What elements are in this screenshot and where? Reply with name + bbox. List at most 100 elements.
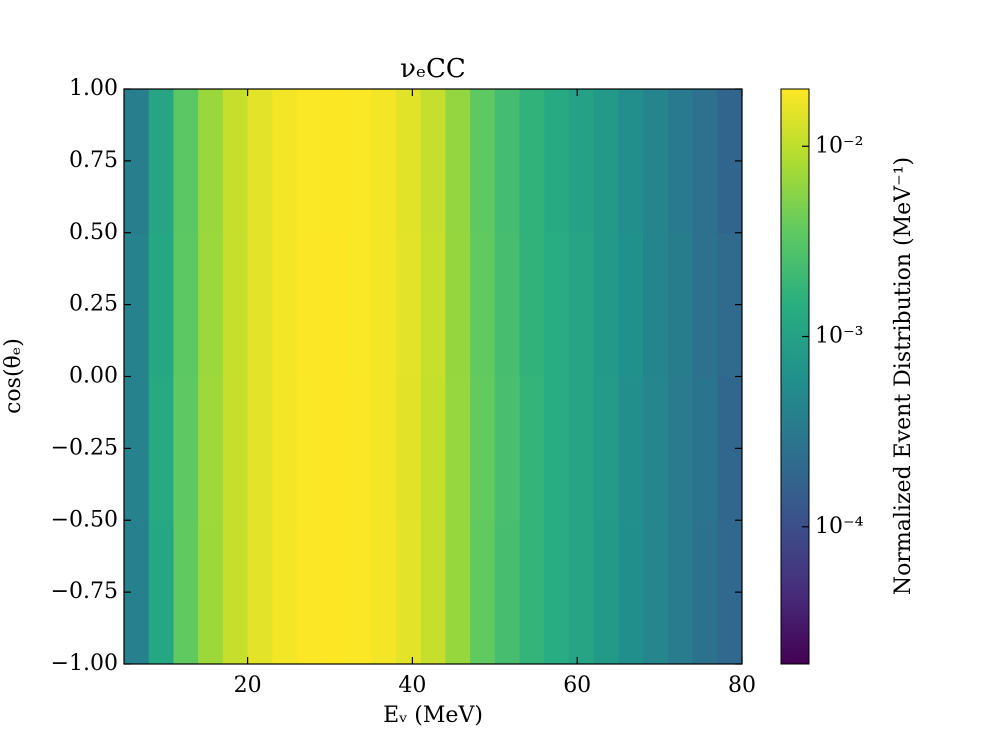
- heatmap-cell: [371, 520, 397, 665]
- heatmap-cell: [445, 520, 471, 665]
- chart-title: νₑCC: [400, 54, 466, 84]
- heatmap-cell: [346, 520, 372, 665]
- heatmap-cell: [494, 89, 521, 234]
- heatmap-cell: [692, 89, 718, 234]
- heatmap-cell: [272, 232, 298, 377]
- y-tick-label: −0.50: [51, 507, 118, 532]
- heatmap-cell: [519, 520, 545, 665]
- x-tick-label: 80: [728, 673, 756, 698]
- heatmap-cell: [692, 376, 718, 521]
- x-tick-label: 60: [563, 673, 591, 698]
- heatmap-cell: [371, 232, 397, 377]
- heatmap-cell: [395, 232, 422, 377]
- y-tick-label: 1.00: [69, 76, 118, 101]
- x-axis-label: Eᵥ (MeV): [383, 703, 483, 728]
- heatmap-cell: [692, 520, 718, 665]
- heatmap-cell: [643, 520, 669, 665]
- heatmap-cell: [544, 520, 570, 665]
- heatmap-cell: [297, 376, 323, 521]
- heatmap-cell: [297, 89, 323, 234]
- heatmap-cell: [618, 376, 644, 521]
- heatmap-cell: [346, 89, 372, 234]
- heatmap-cell: [618, 520, 644, 665]
- colorbar: [780, 88, 810, 665]
- x-tick-label: 40: [398, 673, 426, 698]
- y-tick-label: 0.50: [69, 220, 118, 245]
- heatmap-cell: [667, 376, 694, 521]
- heatmap-cell: [272, 89, 298, 234]
- heatmap-cell: [643, 232, 669, 377]
- heatmap-cell: [321, 89, 347, 234]
- heatmap-cell: [321, 520, 347, 665]
- heatmap: [124, 89, 743, 665]
- heatmap-cell: [420, 520, 446, 665]
- heatmap-cell: [346, 376, 372, 521]
- heatmap-cell: [420, 89, 446, 234]
- heatmap-cell: [544, 89, 570, 234]
- heatmap-cell: [247, 520, 273, 665]
- y-axis-label: cos(θₑ): [1, 338, 26, 414]
- y-tick-label: −0.25: [51, 435, 118, 460]
- heatmap-cell: [568, 376, 595, 521]
- heatmap-cell: [198, 376, 224, 521]
- x-tick-label: 20: [234, 673, 262, 698]
- heatmap-cell: [667, 232, 694, 377]
- colorbar-tick-label: 10⁻²: [815, 133, 863, 158]
- heatmap-cell: [568, 89, 595, 234]
- heatmap-cell: [321, 232, 347, 377]
- heatmap-cell: [321, 376, 347, 521]
- heatmap-cell: [346, 232, 372, 377]
- heatmap-cell: [272, 520, 298, 665]
- heatmap-cell: [593, 520, 619, 665]
- heatmap-cell: [420, 232, 446, 377]
- heatmap-cell: [519, 232, 545, 377]
- colorbar-tick-label: 10⁻⁴: [815, 514, 864, 539]
- y-tick-label: 0.75: [69, 148, 118, 173]
- heatmap-cell: [618, 232, 644, 377]
- heatmap-cell: [494, 520, 521, 665]
- heatmap-cell: [198, 232, 224, 377]
- heatmap-cell: [173, 89, 199, 234]
- y-tick-label: −0.75: [51, 579, 118, 604]
- heatmap-cell: [544, 376, 570, 521]
- heatmap-cell: [148, 89, 174, 234]
- heatmap-cell: [643, 89, 669, 234]
- colorbar-label: Normalized Event Distribution (MeV⁻¹): [891, 157, 916, 595]
- heatmap-cell: [643, 376, 669, 521]
- heatmap-cell: [247, 232, 273, 377]
- heatmap-cell: [692, 232, 718, 377]
- heatmap-cell: [445, 89, 471, 234]
- heatmap-cell: [297, 520, 323, 665]
- heatmap-cell: [470, 232, 496, 377]
- heatmap-cell: [173, 520, 199, 665]
- y-tick-label: −1.00: [51, 651, 118, 676]
- heatmap-cell: [222, 232, 249, 377]
- colorbar-tick-label: 10⁻³: [815, 324, 863, 349]
- heatmap-cell: [222, 376, 249, 521]
- heatmap-cell: [445, 376, 471, 521]
- heatmap-cell: [593, 376, 619, 521]
- heatmap-cell: [568, 520, 595, 665]
- heatmap-cell: [247, 376, 273, 521]
- heatmap-cell: [272, 376, 298, 521]
- heatmap-cell: [519, 89, 545, 234]
- heatmap-cell: [247, 89, 273, 234]
- heatmap-cell: [148, 232, 174, 377]
- heatmap-cell: [470, 89, 496, 234]
- heatmap-cell: [494, 376, 521, 521]
- heatmap-cell: [173, 232, 199, 377]
- heatmap-cell: [297, 232, 323, 377]
- heatmap-cell: [618, 89, 644, 234]
- heatmap-cell: [148, 520, 174, 665]
- heatmap-cell: [395, 520, 422, 665]
- heatmap-cell: [371, 89, 397, 234]
- heatmap-cell: [420, 376, 446, 521]
- heatmap-cell: [470, 376, 496, 521]
- heatmap-cell: [371, 376, 397, 521]
- heatmap-cell: [445, 232, 471, 377]
- heatmap-cell: [593, 89, 619, 234]
- y-tick-label: 0.25: [69, 292, 118, 317]
- heatmap-cell: [519, 376, 545, 521]
- heatmap-cell: [593, 232, 619, 377]
